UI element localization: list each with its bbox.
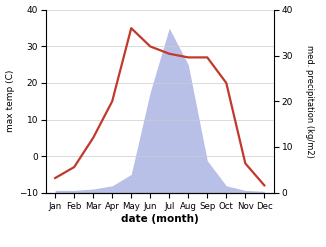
X-axis label: date (month): date (month) — [121, 214, 199, 224]
Y-axis label: med. precipitation (kg/m2): med. precipitation (kg/m2) — [305, 45, 315, 158]
Y-axis label: max temp (C): max temp (C) — [6, 70, 15, 132]
